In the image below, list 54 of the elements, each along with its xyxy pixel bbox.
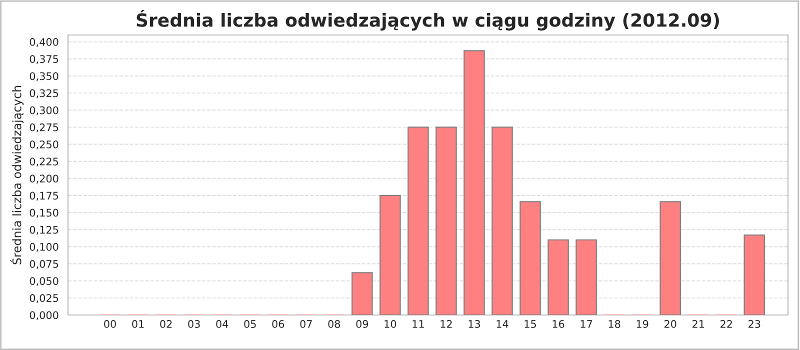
y-tick-label: 0,225: [30, 158, 58, 167]
x-tick-label: 08: [328, 320, 340, 328]
x-tick-label: 23: [748, 320, 760, 328]
x-tick-label: 00: [104, 320, 116, 328]
bar: [576, 239, 597, 315]
bar: [548, 239, 569, 315]
y-tick-label: 0,150: [30, 208, 58, 218]
bar: [436, 126, 457, 315]
x-tick-label: 04: [216, 320, 228, 328]
x-tick-label: 16: [552, 320, 564, 328]
x-tick-label: 19: [636, 320, 648, 328]
x-tick-label: 06: [272, 320, 284, 328]
y-tick-label: 0,250: [30, 140, 58, 150]
x-tick-label: 21: [692, 320, 704, 328]
y-tick-label: 0,200: [30, 174, 58, 184]
x-tick-label: 10: [384, 320, 396, 328]
bar: [520, 201, 541, 315]
y-tick-label: 0,025: [30, 294, 58, 304]
y-tick-label: 0,100: [30, 242, 58, 252]
bar: [744, 234, 766, 315]
x-tick-label: 03: [188, 320, 200, 328]
x-tick-label: 13: [468, 320, 480, 328]
x-tick-label: 12: [440, 320, 452, 328]
y-tick-label: 0,325: [30, 89, 58, 98]
y-tick-label: 0,375: [30, 55, 58, 64]
y-tick-label: 0,075: [30, 260, 58, 269]
y-tick-label: 0,400: [30, 38, 58, 47]
bar: [492, 126, 513, 315]
x-tick-label: 11: [412, 320, 424, 328]
x-tick-label: 01: [132, 320, 144, 328]
x-tick-label: 14: [496, 320, 508, 328]
y-tick-label: 0,125: [30, 226, 58, 235]
bar: [408, 126, 429, 315]
y-axis-title: Średnia liczba odwiedzających: [10, 86, 24, 264]
x-tick-label: 17: [580, 320, 592, 328]
x-tick-label: 09: [356, 320, 368, 328]
x-tick-label: 20: [664, 320, 676, 328]
x-tick-label: 05: [244, 320, 256, 328]
x-tick-label: 22: [720, 320, 732, 328]
bar: [352, 272, 373, 315]
x-tick-label: 15: [524, 320, 536, 328]
y-tick-label: 0,175: [30, 192, 58, 201]
bar: [464, 50, 485, 315]
x-tick-label: 02: [160, 320, 172, 328]
y-tick-label: 0,000: [30, 311, 58, 320]
y-tick-label: 0,050: [30, 277, 58, 286]
x-tick-label: 07: [300, 320, 312, 328]
x-tick-label: 18: [608, 320, 620, 328]
bar: [380, 194, 401, 315]
bar: [660, 201, 681, 315]
y-tick-label: 0,350: [30, 72, 58, 82]
chart-title: Średnia liczba odwiedzających w ciągu godziny (2012.09): [136, 10, 719, 31]
y-tick-label: 0,300: [30, 106, 58, 116]
y-tick-label: 0,275: [30, 123, 58, 132]
